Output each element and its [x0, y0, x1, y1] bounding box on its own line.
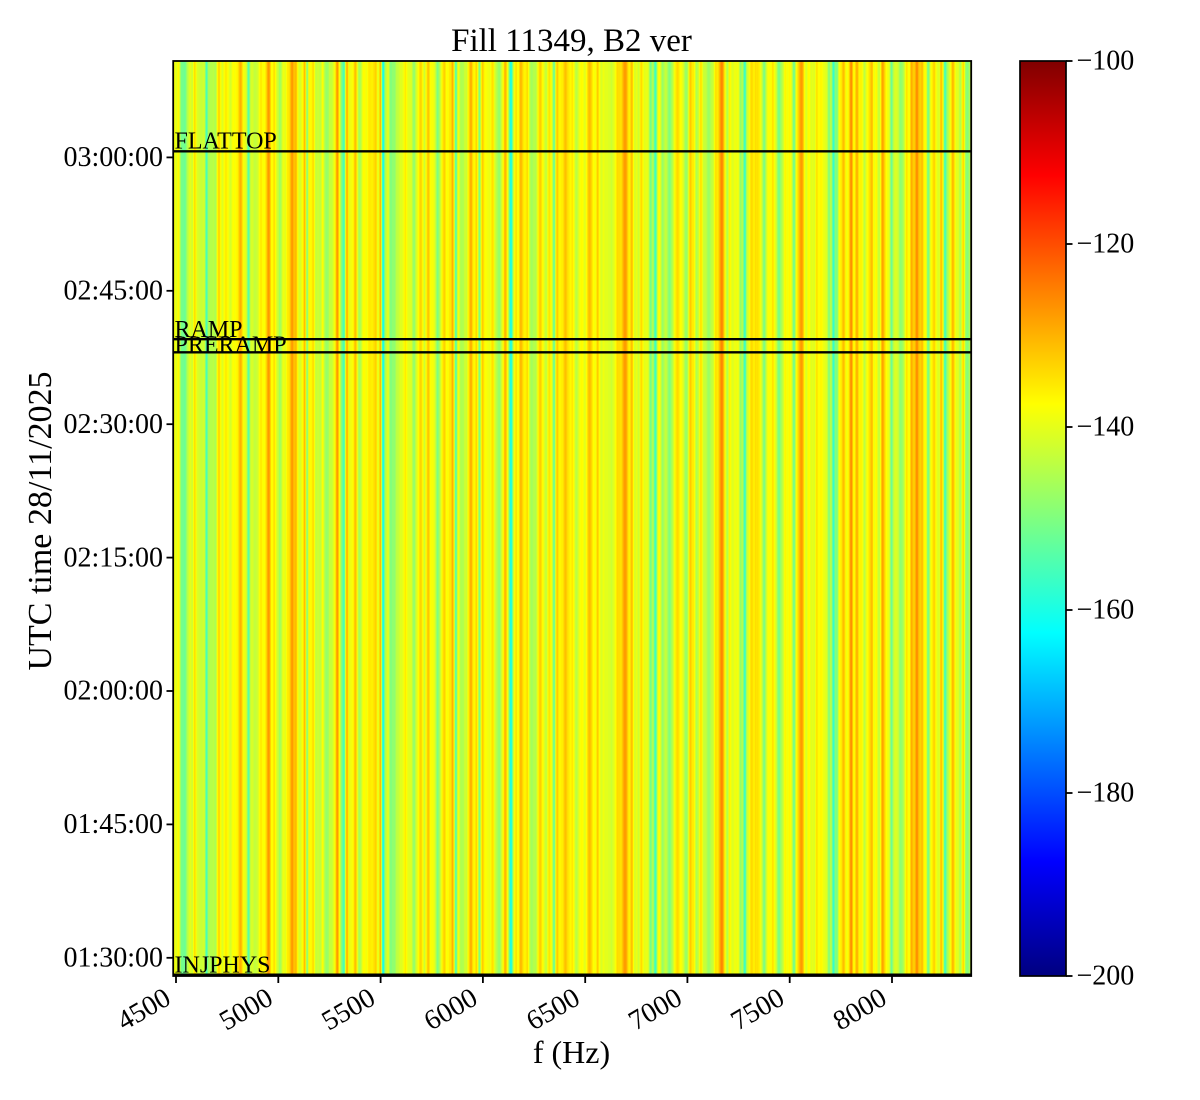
svg-text:−120: −120 [1077, 229, 1135, 260]
svg-text:6000: 6000 [419, 982, 483, 1037]
svg-text:5500: 5500 [317, 982, 381, 1037]
svg-text:03:00:00: 03:00:00 [63, 142, 163, 173]
svg-text:02:30:00: 02:30:00 [63, 409, 163, 440]
svg-text:−200: −200 [1077, 961, 1135, 992]
svg-text:8000: 8000 [828, 982, 892, 1037]
svg-text:02:00:00: 02:00:00 [63, 676, 163, 707]
svg-text:−140: −140 [1077, 412, 1135, 443]
svg-text:−180: −180 [1077, 778, 1135, 809]
svg-text:6500: 6500 [521, 982, 585, 1037]
svg-text:Fill 11349, B2 ver: Fill 11349, B2 ver [451, 23, 692, 59]
svg-text:7500: 7500 [726, 982, 790, 1037]
svg-text:01:45:00: 01:45:00 [63, 809, 163, 840]
svg-text:4500: 4500 [112, 982, 176, 1037]
svg-text:RAMP: RAMP [175, 317, 243, 343]
svg-text:FLATTOP: FLATTOP [175, 129, 277, 155]
svg-text:01:30:00: 01:30:00 [63, 943, 163, 974]
svg-text:UTC time 28/11/2025: UTC time 28/11/2025 [22, 371, 59, 670]
svg-text:PRERAMP: PRERAMP [175, 333, 287, 359]
svg-text:5000: 5000 [214, 982, 278, 1037]
svg-text:−100: −100 [1077, 46, 1135, 77]
svg-text:02:15:00: 02:15:00 [63, 542, 163, 573]
svg-text:f (Hz): f (Hz) [533, 1034, 610, 1070]
svg-text:−160: −160 [1077, 595, 1135, 626]
svg-text:INJPHYS: INJPHYS [175, 953, 271, 979]
svg-text:02:45:00: 02:45:00 [63, 276, 163, 307]
svg-text:7000: 7000 [623, 982, 687, 1037]
